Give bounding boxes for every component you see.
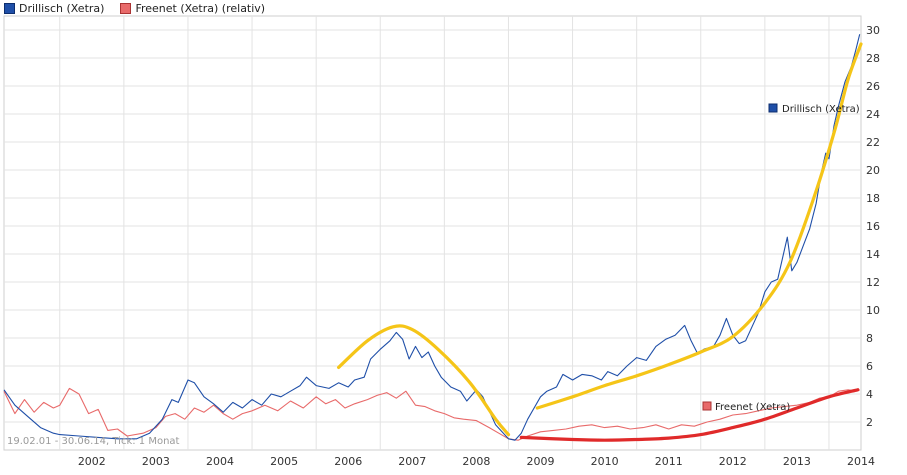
x-tick-label: 2012: [719, 455, 747, 468]
freenet-label-swatch: [702, 401, 712, 411]
y-tick-label: 16: [866, 220, 880, 233]
series-labels: Drillisch (Xetra) Freenet (Xetra): [702, 103, 860, 413]
x-tick-label: 2005: [270, 455, 298, 468]
series-lines: [3, 34, 861, 441]
x-tick-label: 2011: [655, 455, 683, 468]
x-tick-label: 2004: [206, 455, 234, 468]
drillisch-label: Drillisch (Xetra): [782, 104, 860, 115]
x-tick-label: 2013: [783, 455, 811, 468]
y-tick-label: 26: [866, 80, 880, 93]
x-axis-ticks: 2002 2003 2004 2005 2006 2007 2008 2009 2010 2011…: [78, 455, 875, 468]
x-tick-label: 2009: [527, 455, 555, 468]
date-range-footer: 19.02.01 - 30.06.14, Tick: 1 Monat: [7, 436, 180, 447]
drillisch-label-swatch: [768, 103, 778, 113]
trend-curve-2: [535, 42, 863, 410]
series-line-freenet: [3, 387, 860, 441]
y-tick-label: 14: [866, 248, 880, 261]
y-tick-label: 10: [866, 304, 880, 317]
y-tick-label: 4: [866, 388, 873, 401]
trend-curve-1: [337, 324, 511, 437]
chart-legend: Drillisch (Xetra) Freenet (Xetra) (relat…: [4, 1, 265, 15]
y-tick-label: 18: [866, 192, 880, 205]
trend-curve-3: [519, 388, 860, 442]
x-tick-label: 2003: [142, 455, 170, 468]
legend-swatch-drillisch: [4, 2, 15, 14]
y-tick-label: 30: [866, 24, 880, 37]
y-tick-label: 28: [866, 52, 880, 65]
y-tick-label: 22: [866, 136, 880, 149]
freenet-label: Freenet (Xetra): [715, 402, 790, 413]
x-tick-label: 2002: [78, 455, 106, 468]
y-tick-label: 12: [866, 276, 880, 289]
y-tick-label: 2: [866, 416, 873, 429]
y-tick-label: 20: [866, 164, 880, 177]
legend-item-drillisch[interactable]: Drillisch (Xetra): [4, 2, 104, 15]
legend-swatch-freenet: [120, 2, 132, 14]
x-tick-label: 2006: [334, 455, 362, 468]
y-tick-label: 8: [866, 332, 873, 345]
y-tick-label: 6: [866, 360, 873, 373]
grid-lines: [3, 15, 862, 451]
x-tick-label: 2007: [398, 455, 426, 468]
trend-curves: [337, 42, 863, 442]
x-tick-label: 2010: [591, 455, 619, 468]
y-tick-label: 24: [866, 108, 880, 121]
legend-label-drillisch: Drillisch (Xetra): [19, 1, 105, 15]
series-line-drillisch: [3, 34, 861, 441]
legend-label-freenet: Freenet (Xetra) (relativ): [135, 1, 266, 15]
plot-frame: [3, 15, 862, 451]
x-tick-label: 2014: [847, 455, 875, 468]
x-tick-label: 2008: [462, 455, 490, 468]
legend-item-freenet[interactable]: Freenet (Xetra) (relativ): [120, 2, 265, 15]
